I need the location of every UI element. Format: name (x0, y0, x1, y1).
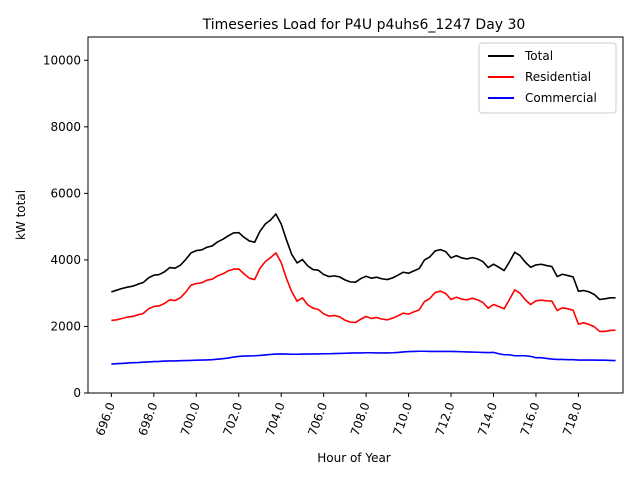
legend-box (478, 42, 617, 114)
legend-label-commercial: Commercial (525, 91, 597, 105)
series-line-total (111, 213, 616, 301)
x-axis-label: Hour of Year (317, 451, 391, 465)
series-line-commercial (111, 350, 616, 365)
y-tick-label: 6000 (50, 186, 81, 200)
legend: Total Residential Commercial (478, 42, 617, 114)
y-axis-ticks: 0 2000 4000 6000 8000 10000 (43, 53, 88, 400)
y-tick-label: 4000 (50, 253, 81, 267)
y-tick-label: 10000 (43, 53, 81, 67)
y-tick-label: 2000 (50, 319, 81, 333)
chart-title: Timeseries Load for P4U p4uhs6_1247 Day … (202, 17, 526, 33)
legend-label-total: Total (524, 49, 553, 63)
series-layer (111, 213, 616, 365)
legend-label-residential: Residential (525, 70, 591, 84)
series-line-residential (111, 252, 616, 333)
y-tick-label: 8000 (50, 120, 81, 134)
y-tick-label: 0 (73, 386, 81, 400)
plot-frame (87, 36, 624, 394)
y-axis-label: kW total (14, 190, 28, 240)
